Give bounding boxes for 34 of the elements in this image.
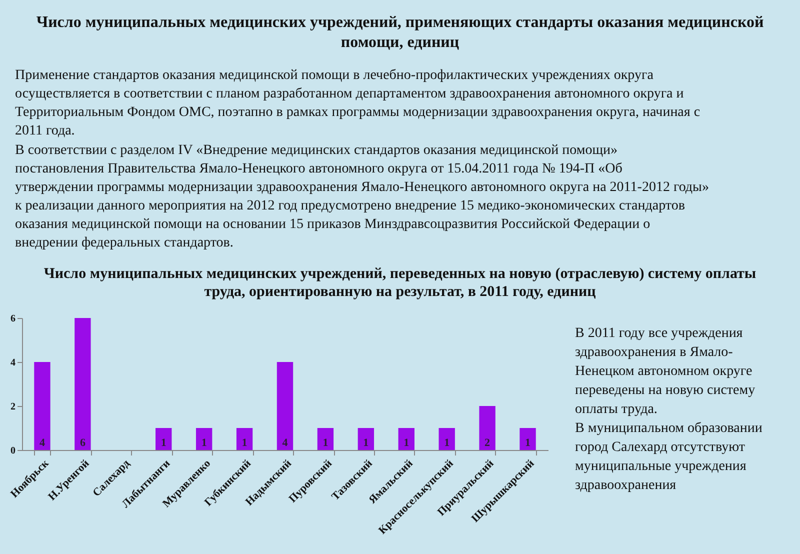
data-label: 4: [282, 437, 288, 449]
bar: [398, 428, 414, 450]
bar: [74, 318, 91, 450]
data-label: 1: [404, 437, 410, 449]
bar: [317, 428, 334, 450]
data-label: 1: [322, 437, 328, 449]
data-label: 1: [525, 437, 531, 449]
text: В муниципальном образовании город Салехард отсутствуют муниципальные учреждения здравоохранения: [575, 421, 763, 493]
y-tick-label: 6: [10, 314, 16, 324]
data-label: 1: [160, 437, 166, 449]
data-label: 1: [242, 437, 248, 449]
bar: [34, 362, 50, 450]
data-label: 1: [363, 437, 369, 449]
data-label: 4: [39, 437, 46, 449]
data-label: 6: [80, 437, 86, 449]
data-label: 2: [484, 437, 491, 449]
bar: [196, 428, 212, 450]
chart-title: Число муниципальных медицинских учреждений, переведенных на новую (отраслевую) систему оплаты труда, ориентированную на результат, в 2011 году, единиц: [44, 266, 756, 300]
text: Применение стандартов оказания медицинской помощи в лечебно-профилактических учреждениях округа осуществляется в соответствии с планом разработанном департаментом здравоохранения автономного округа и Территориальным Фондом ОМС, поэтапно в рамках программы модернизации здравоохранения округа, начиная с 2011 года.: [15, 68, 700, 138]
y-tick-label: 0: [10, 446, 16, 456]
y-tick-label: 2: [10, 402, 16, 412]
text: Число муниципальных медицинских учреждений, применяющих стандарты оказания медицинской помощи, единиц: [36, 14, 764, 51]
bar: [520, 428, 536, 450]
bar: [438, 428, 455, 450]
data-label: 1: [201, 437, 207, 449]
text: В 2011 году все учреждения здравоохранения в Ямало-Ненецком автономном округе переведены на новую систему оплаты труда.: [575, 326, 756, 417]
bar: [479, 406, 496, 450]
bar: [276, 362, 294, 450]
bar: [358, 428, 374, 450]
y-tick-label: 4: [10, 358, 16, 368]
bar: [236, 428, 253, 450]
bar: [156, 428, 172, 450]
data-label: 1: [444, 437, 450, 449]
text: В соответствии с разделом IV «Внедрение медицинских стандартов оказания медицинской помощи» постановления Правительства Ямало-Ненецкого автономного округа от 15.04.2011 года № 194-П «Об утверждении программы модернизации здравоохранения Ямало-Ненецкого автономного округа на 2011-2012 годы» к реализации данного мероприятия на 2012 год предусмотрено внедрение 15 медико-экономических стандартов оказания медицинской помощи на основании 15 приказов Минздравсоцразвития Российской Федерации о внедрении федеральных стандартов.: [15, 143, 709, 250]
